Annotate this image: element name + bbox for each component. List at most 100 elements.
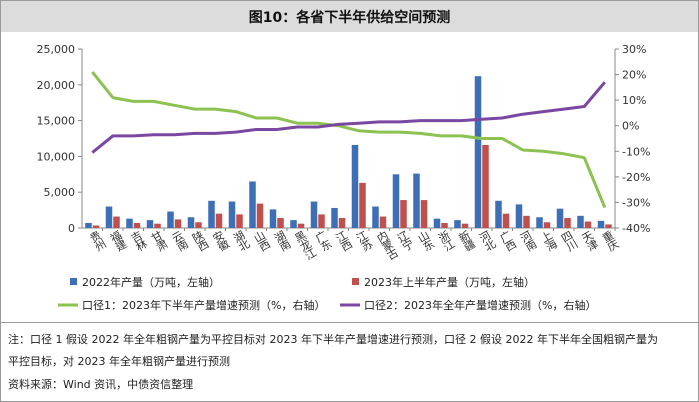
right-axis-tick-label: -10%	[622, 145, 650, 158]
bar-2023h1-output	[523, 215, 530, 228]
bar-2022-output	[413, 173, 420, 228]
right-axis-tick-label: 30%	[622, 43, 646, 56]
legend-scenario-1-label: 口径1：2023年下半年产量增速预测（%，右轴）	[82, 298, 325, 312]
x-axis-category-label: 江苏	[353, 228, 375, 254]
x-axis-category-label: 辽宁	[394, 228, 416, 253]
bar-2022-output	[454, 220, 461, 228]
bar-2022-output	[515, 204, 523, 228]
x-axis-category-label: 重庆	[598, 228, 621, 254]
bar-2022-output	[105, 206, 113, 228]
left-axis-tick-label: 25,000	[37, 43, 76, 56]
left-axis-tick-label: 10,000	[37, 150, 76, 163]
x-axis-category-label: 陕西	[188, 228, 210, 254]
x-axis-category-label: 湖北	[230, 228, 252, 253]
x-axis-category-label: 内蒙古	[373, 228, 400, 262]
left-axis-tick-label: 5,000	[44, 186, 76, 199]
bar-2023h1-output	[359, 182, 366, 228]
x-axis-category-label: 新疆	[455, 228, 477, 254]
note-line-2: 平控目标，对 2023 年全年粗钢产量进行预测	[8, 355, 230, 368]
bar-2022-output	[331, 207, 338, 228]
x-axis-category-label: 广西	[496, 228, 518, 253]
bar-2023h1-output	[338, 217, 346, 228]
bar-2022-output	[372, 206, 379, 228]
bar-2023h1-output	[318, 214, 325, 228]
bar-2023h1-output	[133, 222, 141, 228]
bar-2023h1-output	[564, 217, 571, 228]
bar-2023h1-output	[154, 223, 161, 228]
bar-2022-output	[536, 217, 543, 228]
x-axis-category-label: 湖南	[271, 228, 293, 253]
right-axis-tick-label: -40%	[622, 222, 650, 235]
chart-title: 图10：各省下半年供给空间预测	[1, 1, 698, 32]
legend-2022-output-swatch	[70, 278, 77, 285]
x-axis-category-label: 甘肃	[148, 228, 170, 254]
bar-2023h1-output	[543, 222, 551, 228]
bar-2023h1-output	[420, 200, 428, 228]
right-axis-tick-label: -20%	[622, 171, 650, 184]
x-axis-category-label: 广东	[312, 228, 334, 253]
x-axis-category-label: 安徽	[209, 228, 232, 254]
bar-2022-output	[290, 220, 297, 228]
bar-2023h1-output	[400, 200, 407, 228]
bar-2022-output	[495, 200, 502, 228]
legend-scenario-2-label: 口径2：2023年全年产量增速预测（%，右轴）	[364, 298, 596, 312]
chart-area: 0 5,000 10,000 15,000 20,000 25,000 -40% -30% -2…	[37, 43, 651, 312]
bar-2023h1-output	[502, 213, 510, 228]
line-scenario-2-annual-growth	[91, 81, 606, 154]
x-axis-category-label: 福建	[106, 228, 129, 254]
bar-2022-output	[433, 218, 441, 228]
bar-2022-output	[556, 208, 564, 228]
bar-2022-output	[351, 144, 359, 228]
bar-2022-output	[187, 217, 195, 228]
x-axis-category-label: 江西	[332, 228, 354, 253]
bar-2022-output	[597, 220, 605, 228]
bar-2022-output	[310, 201, 318, 228]
x-axis-category-label: 上海	[537, 228, 559, 254]
bar-2022-output	[249, 181, 256, 228]
bar-2023h1-output	[482, 144, 489, 228]
bar-2022-output	[146, 220, 154, 228]
bar-2022-output	[577, 215, 584, 228]
bar-2023h1-output	[297, 223, 305, 228]
left-axis-tick-label: 0	[68, 222, 75, 235]
right-axis-tick-label: 0%	[622, 120, 639, 133]
right-axis-tick-label: -30%	[622, 196, 650, 209]
x-axis-category-label: 四川	[558, 229, 580, 253]
x-axis-category-label: 贵州	[86, 228, 108, 253]
bar-2022-output	[392, 174, 400, 228]
bar-2022-output	[269, 209, 277, 228]
bar-2023h1-output	[236, 214, 243, 228]
x-axis-category-label: 浙江	[435, 228, 457, 253]
x-axis-category-label: 吉林	[127, 228, 149, 253]
bar-2023h1-output	[379, 216, 387, 228]
bar-2022-output	[85, 222, 92, 228]
line-scenario-1-h2-growth	[91, 71, 607, 209]
legend-2023h1-output-swatch	[352, 278, 359, 285]
x-axis-category-label: 河北	[476, 228, 498, 253]
bar-2023h1-output	[605, 224, 612, 228]
left-axis-tick-label: 20,000	[37, 79, 76, 92]
bar-2023h1-output	[441, 222, 448, 228]
bar-2022-output	[208, 200, 215, 228]
bar-2023h1-output	[256, 203, 264, 228]
x-axis-category-label: 山西	[250, 228, 272, 253]
bar-2022-output	[167, 211, 174, 228]
bar-2023h1-output	[113, 216, 120, 228]
bar-2023h1-output	[215, 213, 223, 228]
bar-2023h1-output	[277, 217, 284, 228]
source-note: 资料来源：Wind 资讯，中债资信整理	[8, 378, 194, 391]
bar-2023h1-output	[461, 223, 469, 228]
note-line-1: 注：口径 1 假设 2022 年全年粗钢产量为平控目标对 2023 年下半年产量…	[8, 333, 658, 346]
left-axis-tick-label: 15,000	[37, 115, 76, 128]
bar-2023h1-output	[195, 222, 202, 228]
legend-2022-output-label: 2022年产量（万吨，左轴）	[82, 275, 220, 289]
bar-2023h1-output	[584, 221, 592, 228]
right-axis-tick-label: 10%	[622, 94, 646, 107]
x-axis-category-label: 天津	[579, 229, 601, 253]
x-axis-category-label: 山东	[414, 228, 436, 253]
bar-2022-output	[126, 218, 133, 228]
notes-divider	[1, 322, 698, 323]
legend-2023h1-output-label: 2023年上半年产量（万吨，左轴）	[364, 275, 535, 289]
bar-2022-output	[474, 76, 482, 228]
bar-2022-output	[228, 201, 236, 228]
